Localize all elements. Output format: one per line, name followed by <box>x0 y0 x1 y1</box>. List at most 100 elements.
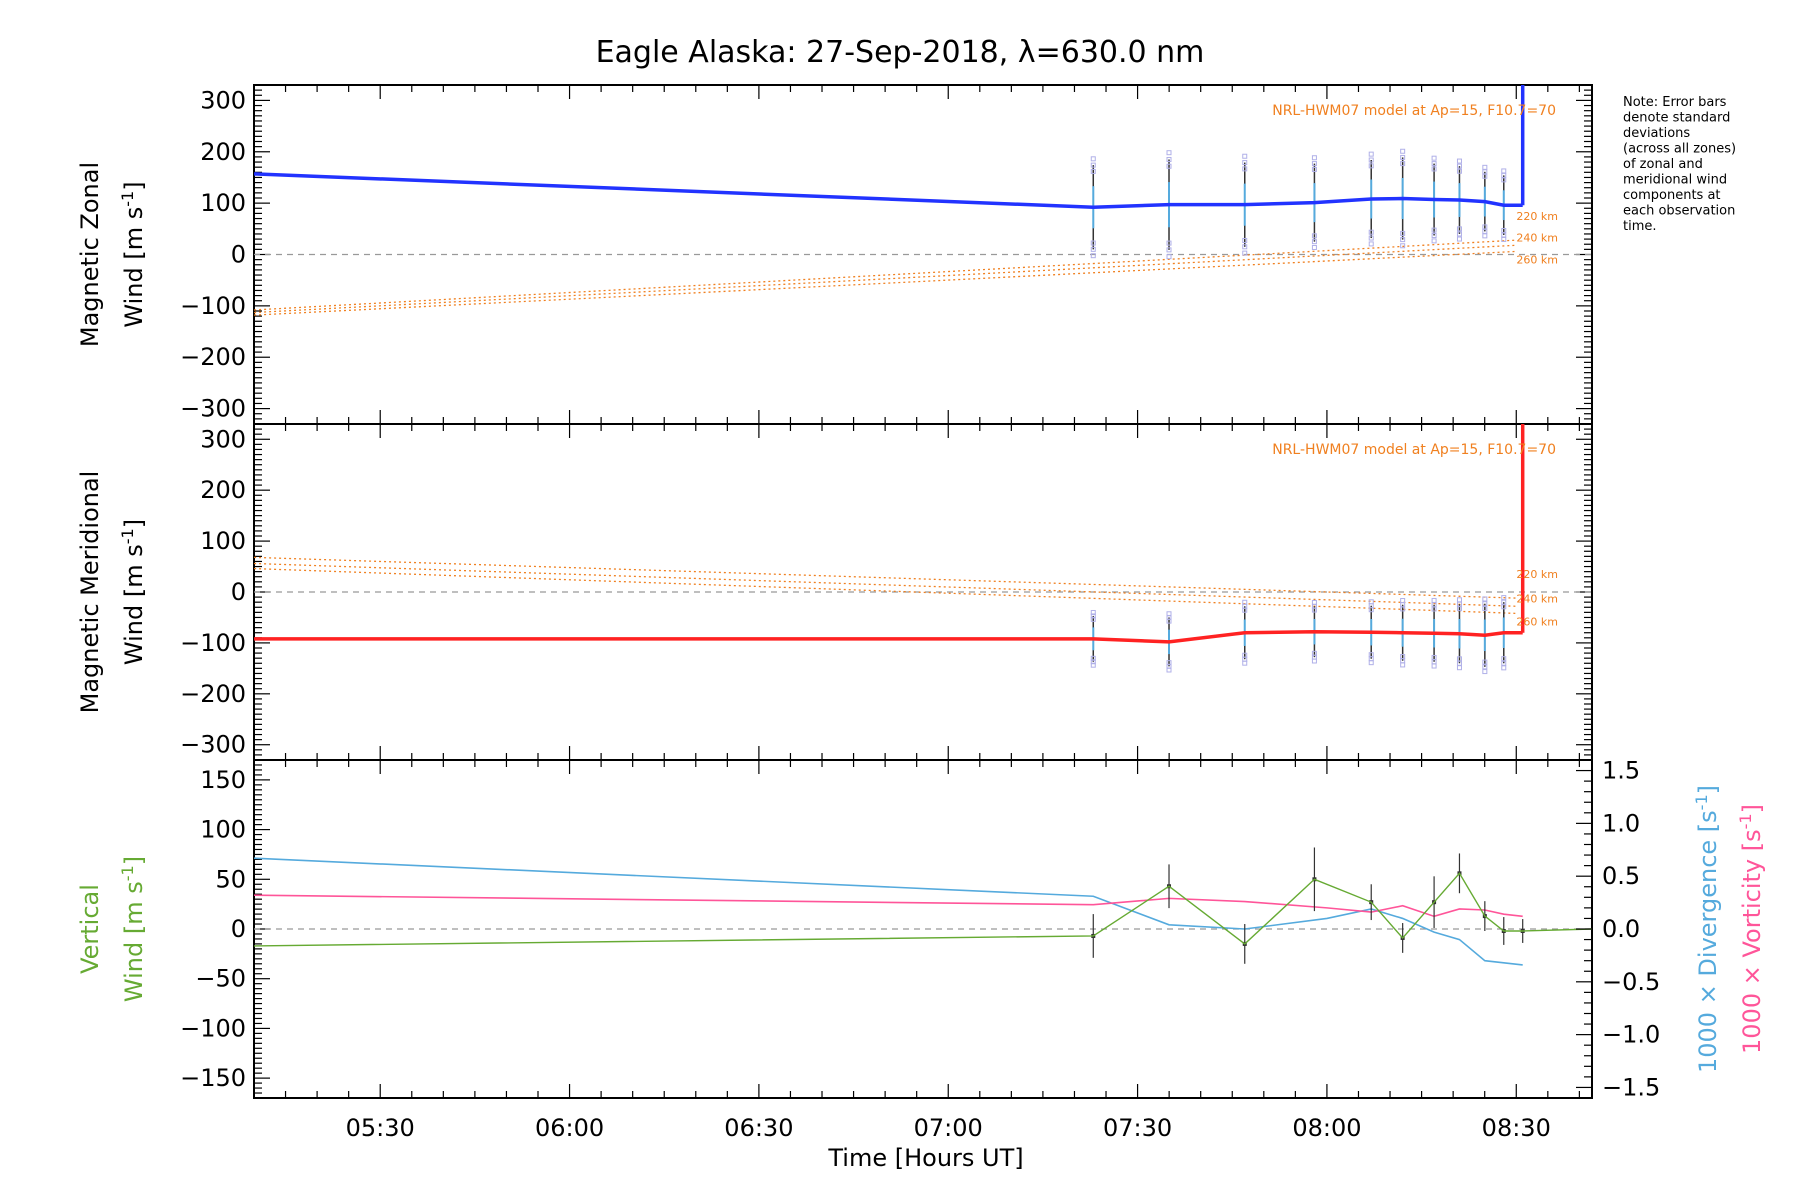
zone-marker <box>1311 658 1317 664</box>
y2-tick-label: −0.5 <box>1602 968 1660 996</box>
zone-marker <box>1456 226 1462 232</box>
zone-marker <box>1090 609 1096 615</box>
note-line: (across all zones) <box>1623 142 1736 157</box>
x-tick-label: 06:30 <box>724 1114 793 1142</box>
y-tick-label: 100 <box>200 816 246 844</box>
zone-marker <box>1311 245 1317 251</box>
y-tick-label: 200 <box>200 476 246 504</box>
zone-marker <box>1242 607 1248 613</box>
zone-marker <box>1090 613 1096 619</box>
zone-marker <box>1368 163 1374 169</box>
y-tick-label: 100 <box>200 527 246 555</box>
y-tick-label: −100 <box>180 629 246 657</box>
model-altitude-label: 240 km <box>1516 592 1558 605</box>
panel-data <box>254 424 1525 675</box>
zone-marker <box>1431 161 1437 167</box>
zone-marker <box>1482 233 1488 239</box>
panel-data <box>254 85 1525 316</box>
zone-marker <box>1242 250 1248 256</box>
zone-marker <box>1400 662 1406 668</box>
y-tick-label: −100 <box>180 292 246 320</box>
zone-marker <box>1400 237 1406 243</box>
zone-marker <box>1090 616 1096 622</box>
zone-marker <box>1242 244 1248 250</box>
zone-marker <box>1368 241 1374 247</box>
zone-marker <box>1311 155 1317 161</box>
note-line: deviations <box>1623 126 1690 141</box>
model-altitude-label: 260 km <box>1516 253 1558 266</box>
y-tick-label: 200 <box>200 138 246 166</box>
panel-data <box>254 847 1592 966</box>
zone-marker <box>1456 158 1462 164</box>
zone-marker <box>1456 597 1462 603</box>
zone-marker <box>1166 247 1172 253</box>
x-tick-label: 08:00 <box>1292 1114 1361 1142</box>
y2-tick-label: 1.5 <box>1602 757 1640 785</box>
zone-marker <box>1400 161 1406 167</box>
note-line: denote standard <box>1623 111 1730 126</box>
panel-vertical: −150 −100 −50 0 50 100 150 −1.5 −1.0 −0.5 0.0 0.5 1.… <box>180 757 1660 1142</box>
zone-marker <box>1482 669 1488 675</box>
y2-tick-label: −1.5 <box>1602 1073 1660 1101</box>
note-line: of zonal and <box>1623 157 1703 172</box>
note-line: each observation <box>1623 204 1735 219</box>
model-line-240km <box>254 562 1517 607</box>
zone-marker <box>1482 164 1488 170</box>
model-altitude-label: 220 km <box>1516 210 1558 223</box>
zone-marker <box>1368 157 1374 163</box>
x-tick-label: 06:00 <box>535 1114 604 1142</box>
y-tick-label: 300 <box>200 425 246 453</box>
note-line: components at <box>1623 188 1721 203</box>
zone-marker <box>1368 660 1374 666</box>
y-tick-label: 100 <box>200 189 246 217</box>
y2-tick-label: −1.0 <box>1602 1021 1660 1049</box>
zone-marker <box>1166 240 1172 246</box>
zone-marker <box>1090 659 1096 665</box>
y-tick-label: 50 <box>215 865 246 893</box>
y-tick-label: −200 <box>180 680 246 708</box>
y2-tick-label: 0.0 <box>1602 915 1640 943</box>
note-line: time. <box>1623 219 1657 234</box>
model-line-260km <box>254 567 1517 615</box>
zone-marker <box>1482 601 1488 607</box>
zone-marker <box>1501 665 1507 671</box>
zone-marker <box>1368 607 1374 613</box>
zone-marker <box>1242 153 1248 159</box>
model-altitude-label: 220 km <box>1516 568 1558 581</box>
y-tick-label: −200 <box>180 343 246 371</box>
zone-marker <box>1456 665 1462 671</box>
zone-marker <box>1166 667 1172 673</box>
zone-marker <box>1431 155 1437 161</box>
zone-marker <box>1501 168 1507 174</box>
model-label: NRL-HWM07 model at Ap=15, F10.7=70 <box>1272 103 1556 119</box>
zone-marker <box>1501 656 1507 662</box>
y2-tick-label: 0.5 <box>1602 862 1640 890</box>
zone-marker <box>1400 154 1406 160</box>
zonal-y-axis-title-1: Magnetic Zonal <box>76 162 104 347</box>
divergence-axis-title: 1000 × Divergence [s-1] <box>1692 785 1723 1073</box>
y-tick-label: −150 <box>180 1064 246 1092</box>
vertical-wind-line <box>254 872 1592 947</box>
zone-marker <box>1482 605 1488 611</box>
zone-marker <box>1431 232 1437 238</box>
panel-meridional: −300 −200 −100 0 100 200 300 220 km 240 km 260 km… <box>180 423 1593 761</box>
meridional-wind-line <box>254 629 1523 644</box>
zone-marker <box>1090 655 1096 661</box>
zone-marker <box>1090 253 1096 259</box>
model-line-220km <box>254 239 1517 311</box>
divergence-line <box>254 857 1523 966</box>
plot-panels: −300 −200 −100 0 100 200 300 220 km 240 km 260 km… <box>76 84 1766 1142</box>
vertical-y-axis-title-1: Vertical <box>76 884 104 974</box>
zone-marker <box>1368 229 1374 235</box>
zone-marker <box>1311 239 1317 245</box>
y-tick-label: −50 <box>195 965 246 993</box>
zone-marker <box>1456 168 1462 174</box>
zone-marker <box>1242 660 1248 666</box>
x-tick-label: 07:00 <box>914 1114 983 1142</box>
zone-marker <box>1090 240 1096 246</box>
zone-marker <box>1482 664 1488 670</box>
panel-zonal: −300 −200 −100 0 100 200 300 220 km 240 km 260 km… <box>180 84 1593 425</box>
zone-marker <box>1431 227 1437 233</box>
meridional-y-axis-title-1: Magnetic Meridional <box>76 471 104 714</box>
y-tick-label: 0 <box>231 578 246 606</box>
